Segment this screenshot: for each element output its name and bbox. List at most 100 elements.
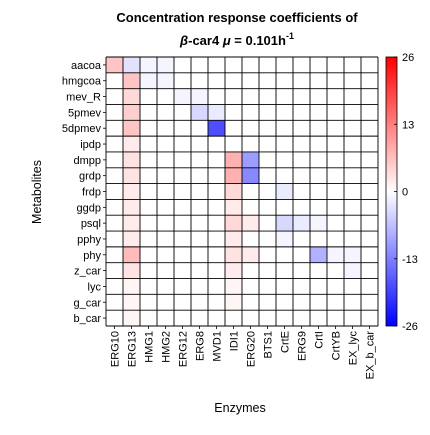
chart-title-line1: Concentration response coefficients of xyxy=(116,10,358,25)
y-axis-title: Metabolites xyxy=(30,160,44,224)
title-sup: -1 xyxy=(286,31,294,41)
heatmap-cell-z_car-CrtI xyxy=(310,262,328,279)
heatmap-cell-5dpmev-ERG12 xyxy=(174,120,192,137)
heatmap-cell-grdp-IDI1 xyxy=(225,167,243,184)
heatmap-cell-phy-ERG10 xyxy=(106,246,124,264)
heatmap-cell-5dpmev-MVD1 xyxy=(208,120,226,137)
heatmap-cell-pphy-ERG20 xyxy=(242,231,260,248)
heatmap-cell-phy-CrtYB xyxy=(327,246,345,264)
heatmap-cell-z_car-ERG20 xyxy=(242,262,260,279)
heatmap-cell-ggdp-CrtYB xyxy=(327,199,345,216)
heatmap-cell-5pmev-ERG12 xyxy=(174,104,192,121)
heatmap-cell-mev_R-HMG2 xyxy=(157,88,175,105)
heatmap-cell-ipdp-ERG13 xyxy=(123,136,141,153)
heatmap-cell-z_car-ERG9 xyxy=(293,262,311,279)
heatmap-cell-lyc-ERG13 xyxy=(123,278,141,295)
heatmap-cell-lyc-HMG2 xyxy=(157,278,175,295)
heatmap-cell-mev_R-HMG1 xyxy=(140,88,158,105)
heatmap-cell-grdp-ERG9 xyxy=(293,167,311,184)
heatmap-cell-ggdp-HMG2 xyxy=(157,199,175,216)
heatmap-cell-pphy-HMG1 xyxy=(140,231,158,248)
heatmap-cell-hmgcoa-ERG10 xyxy=(106,72,124,89)
heatmap-cell-psql-CrtE xyxy=(276,215,294,232)
heatmap-cell-lyc-ERG9 xyxy=(293,278,311,295)
heatmap-cell-dmpp-CrtE xyxy=(276,151,294,169)
heatmap-cell-aacoa-CrtI xyxy=(310,57,328,74)
heatmap-cell-ggdp-CrtE xyxy=(276,199,294,216)
heatmap-cell-mev_R-ERG12 xyxy=(174,88,192,105)
heatmap-cell-dmpp-CrtYB xyxy=(327,151,345,169)
heatmap-cell-phy-ERG9 xyxy=(293,246,311,264)
y-tick-label-5dpmev: 5dpmev xyxy=(62,123,102,135)
heatmap-cell-b_car-ERG20 xyxy=(242,310,260,327)
heatmap-cell-5pmev-MVD1 xyxy=(208,104,226,121)
heatmap-cell-g_car-IDI1 xyxy=(225,294,243,311)
heatmap-cell-pphy-CrtYB xyxy=(327,231,345,248)
heatmap-cell-g_car-BTS1 xyxy=(259,294,277,311)
heatmap-cell-frdp-CrtYB xyxy=(327,183,345,200)
heatmap-cell-phy-CrtI xyxy=(310,246,328,264)
heatmap-cell-dmpp-EX_lyc xyxy=(344,151,362,169)
heatmap-cell-dmpp-ERG9 xyxy=(293,151,311,169)
title-prefix: -car4 xyxy=(188,33,223,48)
heatmap-cell-ipdp-EX_b_car xyxy=(361,136,379,153)
heatmap-cell-b_car-MVD1 xyxy=(208,310,226,327)
heatmap-cell-ggdp-HMG1 xyxy=(140,199,158,216)
heatmap-cell-grdp-CrtYB xyxy=(327,167,345,184)
heatmap-cell-pphy-ERG10 xyxy=(106,231,124,248)
heatmap-cell-hmgcoa-EX_lyc xyxy=(344,72,362,89)
heatmap-cell-dmpp-ERG12 xyxy=(174,151,192,169)
heatmap-cell-phy-ERG20 xyxy=(242,246,260,264)
heatmap-cell-phy-HMG1 xyxy=(140,246,158,264)
heatmap-cell-g_car-ERG8 xyxy=(191,294,209,311)
x-tick-label-CrtE: CrtE xyxy=(280,331,292,353)
heatmap-cell-hmgcoa-HMG2 xyxy=(157,72,175,89)
heatmap-cell-dmpp-MVD1 xyxy=(208,151,226,169)
heatmap-cell-frdp-ERG20 xyxy=(242,183,260,200)
heatmap-cell-ggdp-CrtI xyxy=(310,199,328,216)
y-tick-label-aacoa: aacoa xyxy=(71,60,102,72)
heatmap-cell-hmgcoa-IDI1 xyxy=(225,72,243,89)
colorbar-tick-label: -26 xyxy=(402,321,418,333)
heatmap-cell-psql-ERG20 xyxy=(242,215,260,232)
heatmap-cell-aacoa-ERG12 xyxy=(174,57,192,74)
heatmap-cell-ggdp-ERG13 xyxy=(123,199,141,216)
heatmap-cell-frdp-CrtE xyxy=(276,183,294,200)
heatmap-cell-lyc-ERG10 xyxy=(106,278,124,295)
heatmap-cell-lyc-CrtI xyxy=(310,278,328,295)
heatmap-cell-g_car-ERG12 xyxy=(174,294,192,311)
heatmap-cell-z_car-HMG1 xyxy=(140,262,158,279)
heatmap-cell-ggdp-IDI1 xyxy=(225,199,243,216)
heatmap-cell-frdp-ERG8 xyxy=(191,183,209,200)
heatmap-cell-frdp-IDI1 xyxy=(225,183,243,200)
heatmap-cell-aacoa-BTS1 xyxy=(259,57,277,74)
heatmap-cell-mev_R-ERG9 xyxy=(293,88,311,105)
heatmap-cell-dmpp-ERG10 xyxy=(106,151,124,169)
heatmap-cell-5pmev-HMG2 xyxy=(157,104,175,121)
heatmap-cell-psql-ERG12 xyxy=(174,215,192,232)
heatmap-cell-pphy-ERG8 xyxy=(191,231,209,248)
heatmap-cell-lyc-ERG12 xyxy=(174,278,192,295)
x-tick-label-EX_lyc: EX_lyc xyxy=(348,331,360,366)
heatmap-cell-b_car-IDI1 xyxy=(225,310,243,327)
heatmap-cell-pphy-BTS1 xyxy=(259,231,277,248)
heatmap-cell-psql-HMG1 xyxy=(140,215,158,232)
y-tick-label-b_car: b_car xyxy=(73,313,101,325)
heatmap-cell-hmgcoa-ERG13 xyxy=(123,72,141,89)
heatmap-cell-g_car-HMG1 xyxy=(140,294,158,311)
heatmap-cell-frdp-ERG12 xyxy=(174,183,192,200)
y-tick-label-g_car: g_car xyxy=(73,297,101,309)
x-tick-label-ERG20: ERG20 xyxy=(246,331,258,367)
heatmap-cell-b_car-ERG13 xyxy=(123,310,141,327)
heatmap-cell-phy-ERG12 xyxy=(174,246,192,264)
heatmap-cell-ipdp-HMG1 xyxy=(140,136,158,153)
heatmap-cell-aacoa-HMG1 xyxy=(140,57,158,74)
heatmap-cell-z_car-CrtYB xyxy=(327,262,345,279)
heatmap-cell-aacoa-EX_b_car xyxy=(361,57,379,74)
y-tick-label-phy: phy xyxy=(83,250,101,262)
heatmap-cell-aacoa-CrtE xyxy=(276,57,294,74)
heatmap-cell-lyc-HMG1 xyxy=(140,278,158,295)
heatmap-cell-5dpmev-ERG9 xyxy=(293,120,311,137)
heatmap-cell-dmpp-IDI1 xyxy=(225,151,243,169)
